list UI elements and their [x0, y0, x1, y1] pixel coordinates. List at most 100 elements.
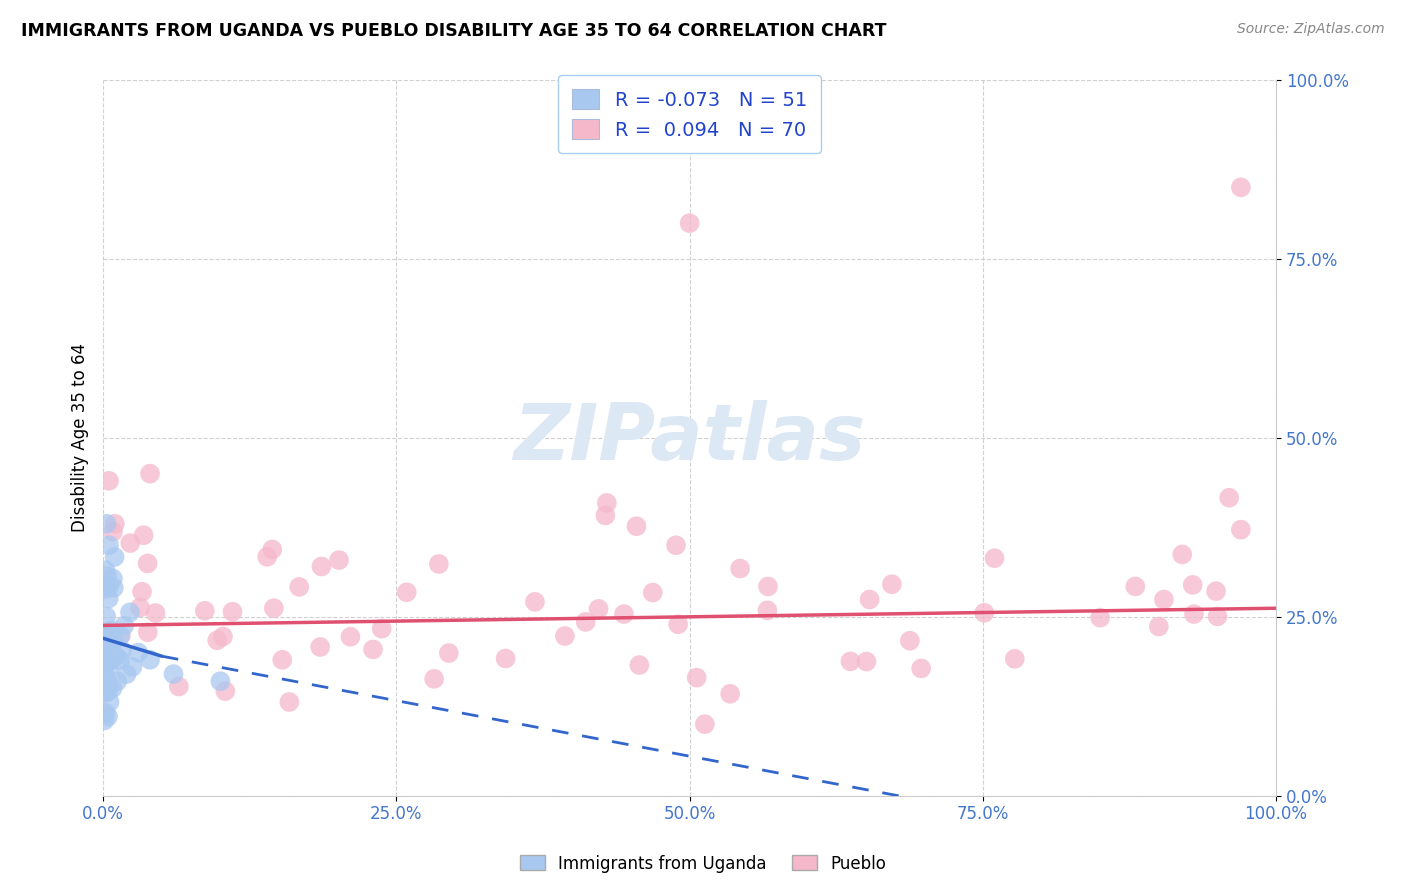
Point	[523, 595, 546, 609]
Point	[328, 553, 350, 567]
Point	[97, 673, 120, 688]
Point	[626, 519, 648, 533]
Point	[693, 717, 716, 731]
Point	[628, 658, 651, 673]
Point	[98, 579, 121, 593]
Point	[96, 628, 118, 642]
Point	[145, 606, 167, 620]
Point	[194, 604, 217, 618]
Point	[339, 630, 361, 644]
Point	[115, 667, 138, 681]
Point	[859, 592, 882, 607]
Point	[262, 542, 284, 557]
Legend: R = -0.073   N = 51, R =  0.094   N = 70: R = -0.073 N = 51, R = 0.094 N = 70	[558, 76, 821, 153]
Point	[728, 561, 751, 575]
Point	[101, 524, 124, 539]
Point	[1206, 609, 1229, 624]
Point	[104, 649, 127, 664]
Point	[361, 642, 384, 657]
Point	[221, 605, 243, 619]
Point	[101, 651, 124, 665]
Point	[104, 516, 127, 531]
Point	[641, 585, 664, 599]
Point	[94, 642, 117, 657]
Text: Source: ZipAtlas.com: Source: ZipAtlas.com	[1237, 22, 1385, 37]
Text: IMMIGRANTS FROM UGANDA VS PUEBLO DISABILITY AGE 35 TO 64 CORRELATION CHART: IMMIGRANTS FROM UGANDA VS PUEBLO DISABIL…	[21, 22, 887, 40]
Point	[97, 685, 120, 699]
Point	[94, 634, 117, 648]
Point	[309, 640, 332, 654]
Point	[136, 625, 159, 640]
Point	[98, 660, 121, 674]
Point	[678, 216, 700, 230]
Point	[118, 605, 141, 619]
Point	[495, 651, 517, 665]
Point	[595, 508, 617, 523]
Point	[167, 680, 190, 694]
Point	[98, 695, 121, 709]
Point	[103, 581, 125, 595]
Point	[96, 625, 118, 640]
Point	[93, 650, 115, 665]
Point	[111, 643, 134, 657]
Point	[108, 653, 131, 667]
Point	[311, 559, 333, 574]
Point	[108, 629, 131, 643]
Point	[1218, 491, 1240, 505]
Point	[575, 615, 598, 629]
Point	[101, 681, 124, 696]
Point	[263, 601, 285, 615]
Point	[97, 591, 120, 606]
Point	[105, 674, 128, 689]
Point	[212, 630, 235, 644]
Point	[288, 580, 311, 594]
Point	[93, 659, 115, 673]
Point	[910, 661, 932, 675]
Point	[129, 600, 152, 615]
Point	[98, 474, 121, 488]
Point	[1171, 548, 1194, 562]
Point	[93, 714, 115, 728]
Point	[1230, 523, 1253, 537]
Point	[588, 602, 610, 616]
Point	[127, 646, 149, 660]
Point	[1123, 579, 1146, 593]
Point	[96, 569, 118, 583]
Point	[256, 549, 278, 564]
Point	[96, 579, 118, 593]
Point	[97, 680, 120, 694]
Point	[370, 622, 392, 636]
Point	[1004, 652, 1026, 666]
Point	[131, 584, 153, 599]
Point	[423, 672, 446, 686]
Point	[983, 551, 1005, 566]
Point	[665, 538, 688, 552]
Point	[554, 629, 576, 643]
Point	[1205, 584, 1227, 599]
Point	[100, 654, 122, 668]
Point	[101, 572, 124, 586]
Point	[898, 633, 921, 648]
Point	[278, 695, 301, 709]
Point	[97, 642, 120, 657]
Point	[97, 709, 120, 723]
Text: ZIPatlas: ZIPatlas	[513, 400, 866, 475]
Legend: Immigrants from Uganda, Pueblo: Immigrants from Uganda, Pueblo	[513, 848, 893, 880]
Point	[437, 646, 460, 660]
Point	[596, 496, 619, 510]
Point	[132, 528, 155, 542]
Point	[271, 653, 294, 667]
Point	[98, 538, 121, 552]
Point	[756, 579, 779, 593]
Point	[136, 557, 159, 571]
Point	[613, 607, 636, 621]
Point	[395, 585, 418, 599]
Point	[94, 563, 117, 577]
Point	[93, 685, 115, 699]
Point	[1182, 607, 1205, 621]
Point	[973, 606, 995, 620]
Point	[756, 603, 779, 617]
Point	[162, 667, 184, 681]
Point	[96, 516, 118, 531]
Point	[103, 549, 125, 564]
